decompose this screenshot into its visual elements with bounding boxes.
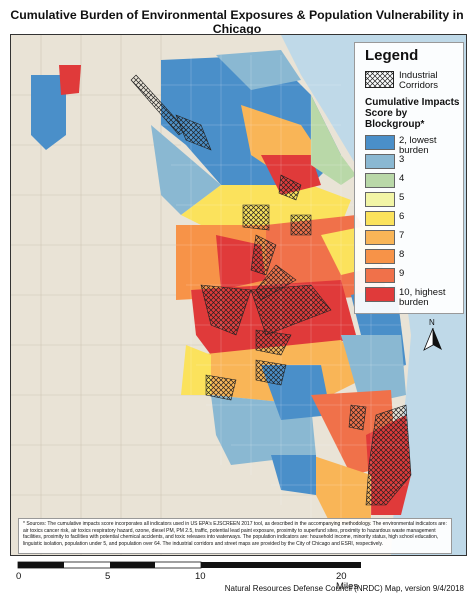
- legend-panel: Legend Industrial Corridors Cumulative I…: [354, 42, 464, 314]
- legend-title: Legend: [365, 47, 419, 64]
- legend-swatch-2: [365, 135, 395, 150]
- industrial-label: Industrial Corridors: [399, 70, 439, 91]
- scale-tick-0: 0: [16, 571, 22, 582]
- legend-label-2: 2, lowest burden: [399, 135, 437, 156]
- legend-label-7: 7: [399, 230, 405, 241]
- scale-tick-20: 20 Miles: [336, 571, 359, 592]
- scale-bar: 0 5 10 20 Miles: [14, 560, 364, 592]
- credit-line: Natural Resources Defense Council (NRDC)…: [224, 584, 464, 593]
- legend-label-5: 5: [399, 192, 405, 203]
- bg-far-south-blue: [271, 455, 316, 495]
- scale-bar-graphic: [17, 561, 361, 569]
- legend-swatch-9: [365, 268, 395, 283]
- bg-ohare-red: [59, 65, 81, 95]
- legend-label-4: 4: [399, 173, 405, 184]
- legend-label-9: 9: [399, 268, 405, 279]
- north-arrow: N: [422, 318, 444, 352]
- industrial-corridors: [130, 74, 412, 506]
- legend-label-8: 8: [399, 249, 405, 260]
- bg-hyde-park: [341, 335, 406, 405]
- sources-footnote: * Sources: The cumulative impacts score …: [18, 518, 452, 554]
- scale-tick-5: 5: [105, 571, 111, 582]
- legend-swatch-8: [365, 249, 395, 264]
- legend-swatch-10: [365, 287, 395, 302]
- scale-tick-10: 10: [195, 571, 206, 582]
- bg-southwest-yellow: [181, 345, 211, 395]
- industrial-swatch: [365, 71, 394, 88]
- legend-label-6: 6: [399, 211, 405, 222]
- impacts-heading: Cumulative Impacts Score by Blockgroup*: [365, 97, 460, 130]
- bg-far-north: [216, 50, 301, 90]
- bg-lakefront-north: [311, 95, 356, 185]
- legend-label-3: 3: [399, 154, 405, 165]
- legend-swatch-5: [365, 192, 395, 207]
- legend-swatch-3: [365, 154, 395, 169]
- bg-west-red: [216, 235, 266, 290]
- bg-northwest: [151, 125, 221, 215]
- legend-swatch-6: [365, 211, 395, 226]
- legend-label-10: 10, highest burden: [399, 287, 446, 308]
- bg-north-red: [261, 155, 321, 195]
- legend-swatch-7: [365, 230, 395, 245]
- north-label: N: [429, 318, 435, 327]
- suburban-roads: [11, 35, 391, 555]
- bg-ohare-blue: [31, 75, 66, 150]
- legend-swatch-4: [365, 173, 395, 188]
- north-arrow-icon: [423, 328, 442, 351]
- map-title: Cumulative Burden of Environmental Expos…: [10, 8, 464, 36]
- bg-far-south: [311, 455, 371, 525]
